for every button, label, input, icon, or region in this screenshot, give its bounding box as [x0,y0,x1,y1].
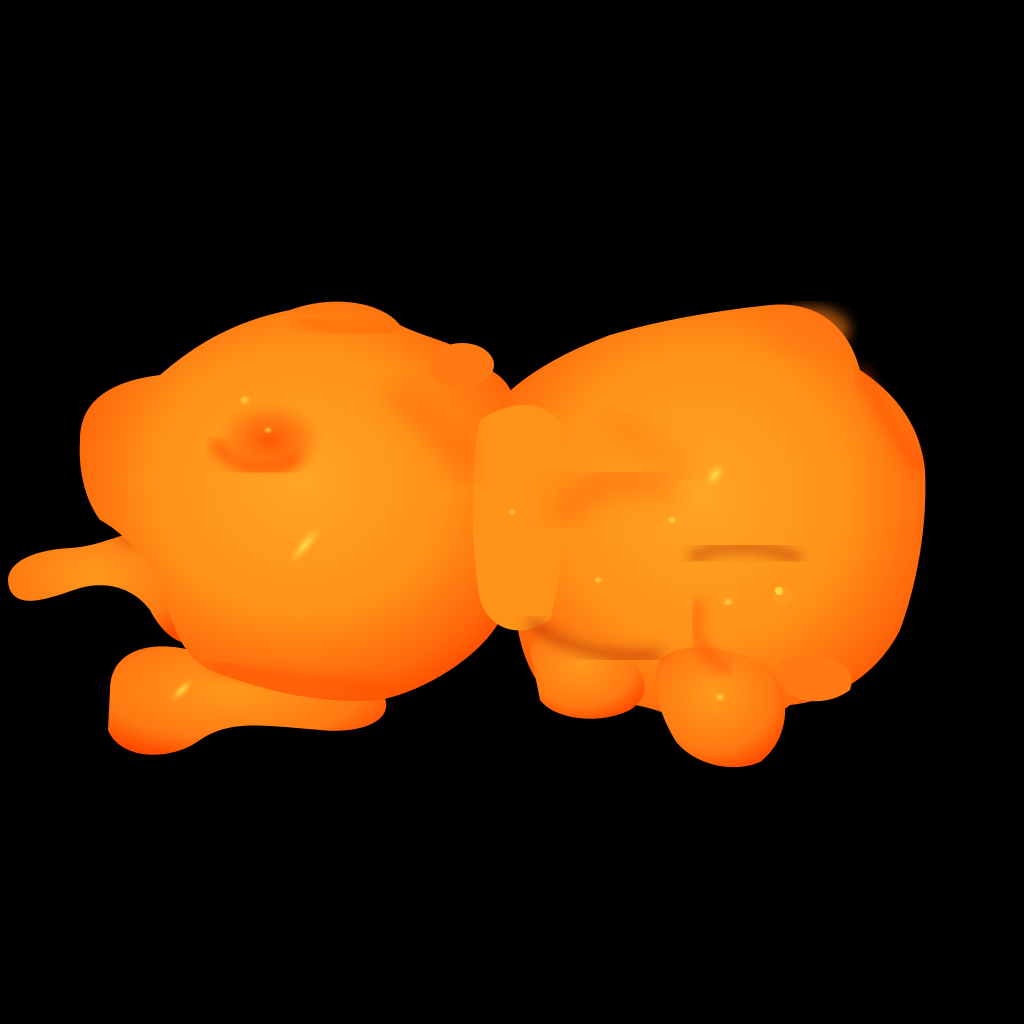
surface-shading [208,306,925,695]
right-body [497,304,926,731]
center-bridge [472,405,566,631]
small-bead [772,585,792,605]
specular-highlights [169,395,734,703]
left-body [79,301,522,701]
